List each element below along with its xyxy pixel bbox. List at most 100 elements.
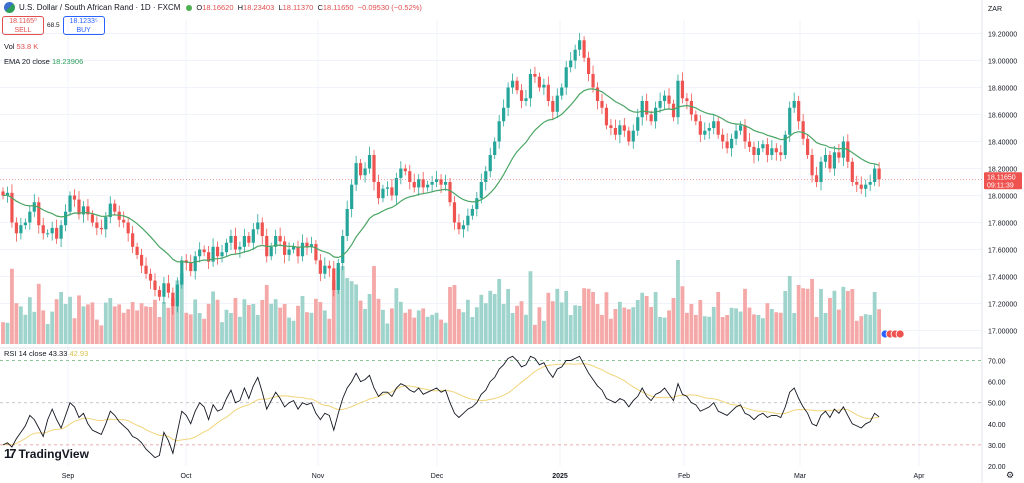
candle-body (171, 292, 175, 307)
symbol-title[interactable]: U.S. Dollar / South African Rand · 1D · … (19, 3, 181, 12)
candle-body (542, 84, 546, 88)
volume-bar (568, 315, 573, 344)
candle-body (421, 179, 425, 188)
volume-bar (711, 307, 716, 344)
tradingview-logo[interactable]: 17 TradingView (4, 446, 89, 461)
volume-bar (251, 304, 256, 344)
candle-body (300, 242, 305, 257)
rsi-tick-label: 40.00 (988, 422, 1006, 429)
volume-bar (474, 307, 479, 344)
volume-bar (121, 312, 126, 344)
buy-button[interactable]: 18.1233⁵ BUY (62, 16, 105, 35)
candle-body (774, 148, 778, 153)
volume-bar (577, 305, 582, 344)
candle-body (323, 265, 327, 274)
volume-bar (524, 314, 528, 344)
volume-bar (662, 317, 667, 344)
volume-bar (291, 320, 296, 344)
volume-bar (555, 288, 560, 344)
sell-button[interactable]: 18.1165⁰ SELL (2, 16, 44, 35)
time-tick-label: 2025 (552, 473, 568, 480)
volume-bar (148, 307, 153, 344)
candle-body (725, 141, 729, 149)
volume-bar (595, 304, 600, 344)
volume-bar (541, 320, 546, 344)
volume-bar (336, 268, 341, 344)
volume-bar (238, 316, 242, 344)
candle-body (287, 249, 291, 255)
candle-body (712, 121, 716, 128)
volume-bar (868, 314, 873, 344)
candle-body (385, 187, 390, 189)
candle-body (689, 101, 693, 115)
rsi-legend[interactable]: RSI 14 close 43.33 42.93 (4, 349, 88, 358)
volume-bar (600, 315, 604, 344)
volume-bar (729, 307, 734, 344)
candle-body (519, 90, 524, 101)
candle-body (792, 101, 796, 108)
candle-body (761, 144, 765, 149)
candle-body (99, 227, 103, 230)
volume-bar (287, 317, 291, 344)
candle-body (189, 263, 193, 272)
volume-bar (72, 318, 77, 344)
candle-body (649, 114, 653, 122)
candle-body (247, 236, 251, 243)
candle-body (524, 98, 528, 101)
candle-body (148, 273, 153, 281)
candle-body (242, 236, 246, 247)
candle-body (77, 199, 81, 215)
candle-body (868, 182, 872, 185)
volume-bar (854, 320, 859, 344)
c-value: 18.11650 (322, 3, 354, 12)
candle-body (448, 182, 452, 203)
candle-body (600, 101, 604, 108)
volume-bar (501, 304, 506, 344)
candle-body (399, 168, 403, 178)
volume-bar (260, 300, 265, 344)
volume-bar (850, 289, 855, 344)
volume-bar (479, 294, 484, 344)
candle-body (676, 80, 680, 118)
volume-bar (457, 309, 461, 344)
candle-body (797, 101, 801, 122)
volume-bar (528, 271, 533, 344)
candle-body (819, 161, 823, 182)
volume-bars (1, 260, 882, 344)
candle-body (873, 168, 877, 182)
candle-body (193, 256, 197, 272)
time-tick-label: Nov (312, 473, 325, 480)
volume-bar (318, 302, 323, 344)
candle-body (260, 222, 264, 236)
candlesticks (1, 32, 881, 315)
l-value: 18.11370 (282, 3, 314, 12)
buy-label: BUY (76, 26, 91, 34)
volume-legend[interactable]: Vol 53.8 K (4, 42, 38, 51)
volume-bar (367, 294, 372, 344)
volume-bar (412, 317, 417, 344)
sell-label: SELL (14, 26, 32, 34)
candle-body (229, 236, 233, 243)
price-tick-label: 18.20000 (988, 167, 1017, 174)
rsi-label: RSI 14 close (4, 349, 47, 358)
candle-body (296, 246, 300, 257)
candle-body (823, 155, 828, 162)
volume-bar (108, 298, 113, 344)
candle-body (318, 260, 322, 274)
candle-body (814, 175, 819, 182)
candle-body (622, 125, 626, 131)
candle-body (327, 265, 331, 269)
volume-bar (658, 317, 662, 344)
volume-bar (743, 288, 747, 344)
volume-bar (112, 306, 117, 344)
candle-body (667, 95, 671, 104)
candle-body (439, 179, 443, 185)
candle-body (671, 103, 676, 118)
volume-bar (725, 315, 730, 344)
market-open-icon (186, 4, 193, 11)
volume-bar (421, 308, 426, 344)
volume-bar (756, 315, 761, 344)
ema-legend[interactable]: EMA 20 close 18.23906 (4, 57, 83, 66)
candle-body (546, 84, 550, 101)
